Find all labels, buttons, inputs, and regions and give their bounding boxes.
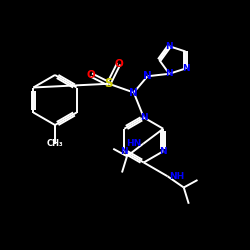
Text: N: N bbox=[140, 113, 147, 122]
Text: N: N bbox=[166, 69, 173, 78]
Text: N: N bbox=[130, 88, 138, 98]
Text: N: N bbox=[160, 147, 167, 156]
Text: N: N bbox=[166, 42, 173, 51]
Text: N: N bbox=[143, 71, 152, 81]
Text: O: O bbox=[114, 59, 123, 69]
Text: O: O bbox=[87, 70, 96, 80]
Text: N: N bbox=[182, 64, 189, 73]
Text: S: S bbox=[104, 77, 113, 90]
Text: NH: NH bbox=[170, 172, 185, 181]
Text: HN: HN bbox=[126, 139, 141, 148]
Text: CH₃: CH₃ bbox=[47, 139, 63, 148]
Text: N: N bbox=[120, 147, 128, 156]
